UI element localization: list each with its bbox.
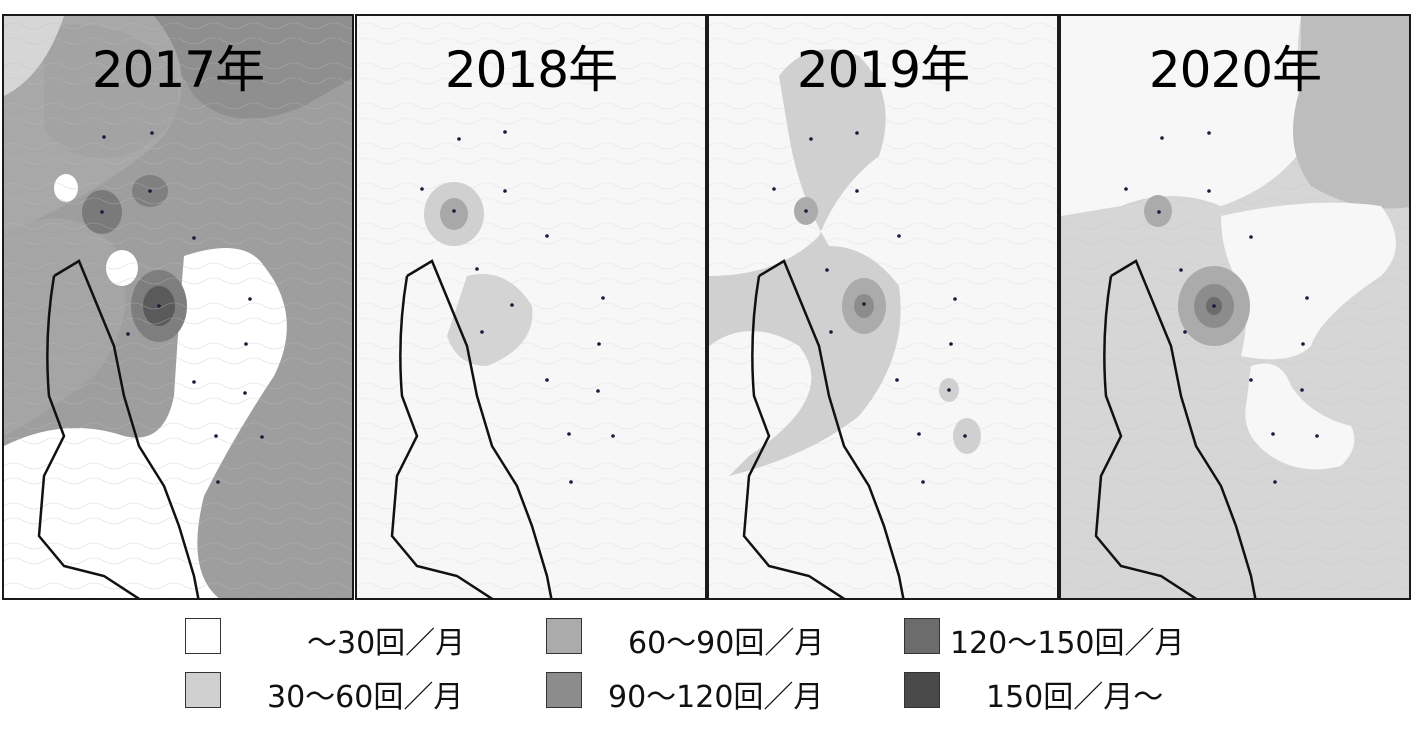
legend-swatch (185, 618, 221, 654)
map-2018 (357, 16, 705, 598)
legend: ～30回／月 30～60回／月 60～90回／月 90～120回／月 120～1… (0, 606, 1416, 733)
map-2020 (1061, 16, 1409, 598)
year-title: 2020年 (1148, 41, 1322, 99)
map-2019 (709, 16, 1057, 598)
map-2017 (4, 16, 352, 598)
legend-label: 90～120回／月 (608, 680, 824, 715)
legend-label: 120～150回／月 (950, 626, 1185, 661)
legend-label: 30～60回／月 (267, 680, 464, 715)
legend-label: 150回／月～ (986, 680, 1164, 715)
legend-label: ～30回／月 (307, 626, 466, 661)
year-title: 2019年 (796, 41, 970, 99)
legend-swatch (185, 672, 221, 708)
legend-label: 60～90回／月 (628, 626, 825, 661)
map-panel-2020: 2020年 (1059, 14, 1411, 600)
legend-swatch (546, 672, 582, 708)
map-panel-2019: 2019年 (707, 14, 1059, 600)
legend-swatch (904, 672, 940, 708)
legend-swatch (546, 618, 582, 654)
map-panel-2017: 2017年 (2, 14, 354, 600)
map-panel-2018: 2018年 (355, 14, 707, 600)
legend-swatch (904, 618, 940, 654)
year-title: 2017年 (91, 41, 265, 99)
year-title: 2018年 (444, 41, 618, 99)
